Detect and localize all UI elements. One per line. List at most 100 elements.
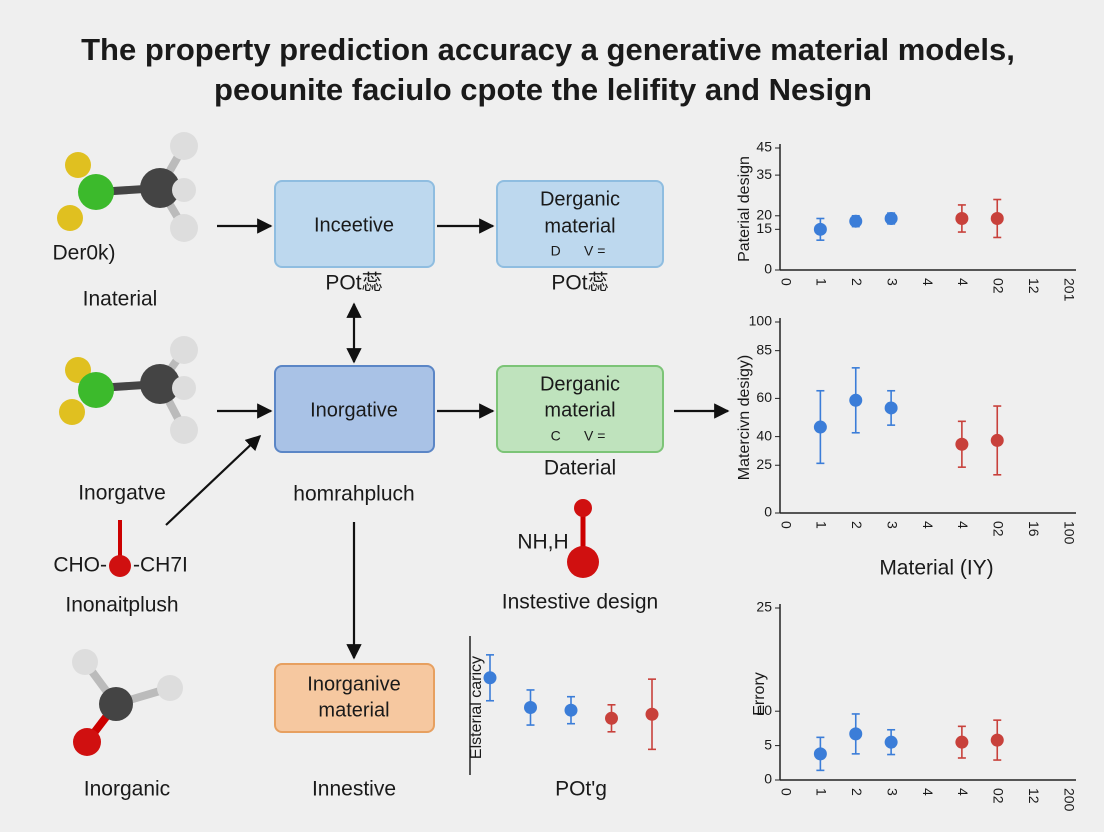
y-tick-label: 60: [756, 389, 772, 405]
caption: POt蕊: [551, 272, 608, 295]
molecule: [59, 336, 198, 444]
box-label: material: [544, 399, 615, 421]
x-tick-label: 4: [955, 788, 971, 796]
arrows: [165, 218, 730, 660]
point: [564, 703, 578, 717]
point: [884, 401, 898, 415]
x-tick-label: 3: [884, 278, 900, 286]
point: [955, 437, 969, 451]
y-tick-label: 0: [764, 771, 772, 787]
point: [645, 707, 659, 721]
point: [849, 393, 863, 407]
label: Inorgatve: [78, 482, 166, 505]
x-tick-label: 12: [1026, 278, 1042, 294]
x-tick-label: 02: [991, 788, 1007, 804]
x-tick-label: 02: [991, 278, 1007, 294]
point: [524, 701, 537, 714]
box-label: material: [544, 215, 615, 237]
x-tick-label: 4: [955, 521, 971, 529]
point: [849, 214, 863, 228]
y-tick-label: 15: [756, 220, 772, 236]
x-tick-label: 1: [814, 788, 830, 796]
x-tick-label: 1: [814, 521, 830, 529]
y-tick-label: 0: [764, 504, 772, 520]
formula: -CH7I: [133, 554, 188, 577]
point: [849, 727, 863, 741]
caption: Innestive: [312, 778, 396, 801]
y-axis-label: Elsterial caricy: [468, 656, 485, 759]
caption: POt蕊: [325, 272, 382, 295]
point: [483, 671, 497, 685]
y-tick-label: 40: [756, 427, 772, 443]
y-tick-label: 10: [756, 702, 772, 718]
x-tick-label: 4: [920, 278, 936, 286]
y-axis-label: Matercivn desigy): [736, 355, 753, 480]
y-tick-label: 0: [764, 261, 772, 277]
x-tick-label: 100: [1061, 521, 1077, 545]
x-axis-label: POt'g: [555, 778, 607, 801]
box-label: Derganic: [540, 373, 620, 395]
label: Inonaitplush: [65, 594, 178, 617]
x-tick-label: 4: [920, 521, 936, 529]
y-axis-label: Paterial design: [736, 156, 753, 262]
box-sub: D V =: [551, 243, 606, 259]
box-label: Inorganive: [307, 673, 400, 695]
y-tick-label: 20: [756, 206, 772, 222]
formula: CHO-: [53, 554, 107, 577]
point: [990, 733, 1004, 747]
x-tick-label: 0: [778, 278, 794, 286]
x-tick-label: 12: [1026, 788, 1042, 804]
box-label: Inceetive: [314, 214, 394, 236]
caption: Daterial: [544, 457, 616, 480]
box-label: Inorgative: [310, 399, 398, 421]
x-tick-label: 200: [1061, 788, 1077, 812]
box: Inceetive: [274, 180, 435, 268]
y-tick-label: 25: [756, 599, 772, 615]
point: [990, 211, 1004, 225]
x-tick-label: 02: [991, 521, 1007, 537]
x-tick-label: 1: [814, 278, 830, 286]
caption: Instestive design: [502, 591, 658, 614]
molecule: [57, 132, 198, 242]
label: Inaterial: [83, 288, 158, 311]
point: [884, 735, 898, 749]
y-tick-label: 85: [756, 341, 772, 357]
box: Inorgative: [274, 365, 435, 453]
x-tick-label: 2: [849, 278, 865, 286]
box-label: material: [318, 699, 389, 721]
caption: NH,H: [517, 531, 568, 554]
box-label: Derganic: [540, 188, 620, 210]
box: Inorganive material: [274, 663, 435, 733]
point: [605, 711, 618, 725]
point: [813, 222, 827, 236]
caption: homrahpluch: [293, 483, 414, 506]
y-tick-label: 45: [756, 139, 772, 155]
x-tick-label: 16: [1026, 521, 1042, 537]
point: [884, 211, 898, 225]
x-tick-label: 0: [778, 521, 794, 529]
point: [813, 420, 827, 434]
x-tick-label: 4: [920, 788, 936, 796]
molecule: [72, 649, 183, 756]
molecule: [567, 499, 599, 578]
x-tick-label: 2: [849, 788, 865, 796]
y-tick-label: 25: [756, 456, 772, 472]
title: The property prediction accuracy a gener…: [81, 32, 1015, 67]
x-axis-label: Material (IY): [879, 557, 993, 580]
title: peounite faciulo cpote the lelifity and …: [214, 72, 872, 107]
point: [813, 747, 827, 761]
x-tick-label: 201: [1061, 278, 1077, 302]
x-tick-label: 3: [884, 788, 900, 796]
point: [955, 735, 969, 749]
y-tick-label: 35: [756, 166, 772, 182]
y-axis-label: Errory: [751, 672, 768, 716]
box: Derganic material D V =: [496, 180, 664, 268]
y-tick-label: 5: [764, 736, 772, 752]
molecule: [109, 520, 131, 577]
x-tick-label: 2: [849, 521, 865, 529]
box-sub: C V =: [551, 428, 606, 444]
label: Inorganic: [84, 778, 170, 801]
x-tick-label: 0: [778, 788, 794, 796]
point: [990, 433, 1004, 447]
